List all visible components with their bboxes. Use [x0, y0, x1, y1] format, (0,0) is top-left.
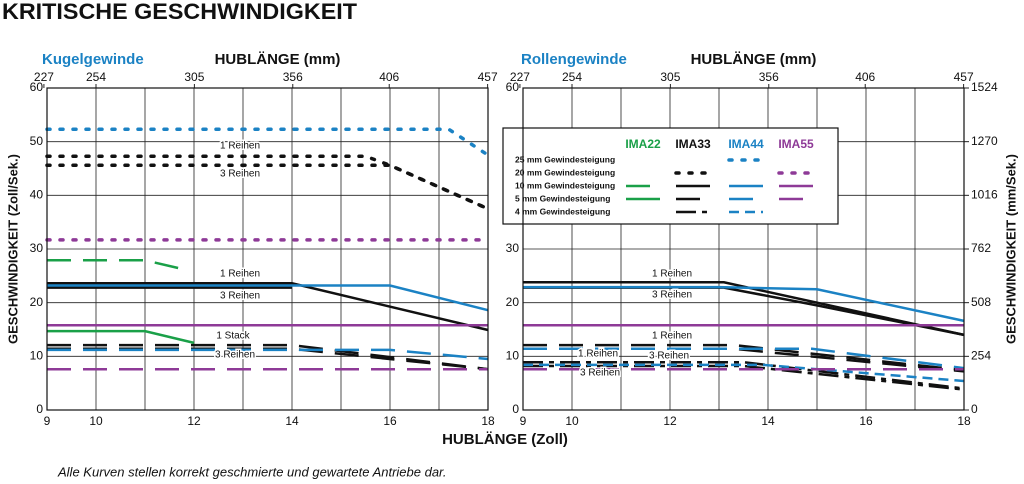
x2-tick-label: 254	[562, 70, 582, 84]
annotation: 1 Reihen	[220, 269, 260, 280]
x2-tick-label: 305	[184, 70, 204, 84]
series-line	[523, 363, 965, 383]
legend-header: IMA33	[675, 137, 711, 151]
x2-tick-label: 227	[34, 70, 54, 84]
footnote: Alle Kurven stellen korrekt geschmierte …	[57, 464, 447, 479]
x2-tick-label: 356	[759, 70, 779, 84]
x2-tick-label: 305	[660, 70, 680, 84]
x-tick-label: 12	[663, 414, 677, 428]
y-tick-label: 20	[506, 295, 520, 309]
series-line	[523, 347, 965, 370]
y2-tick-label: 1270	[971, 134, 998, 148]
x-tick-label: 10	[89, 414, 103, 428]
y2-axis-title: GESCHWINDIGKEIT (mm/Sek.)	[1003, 154, 1018, 344]
y-tick-label: 10	[506, 349, 520, 363]
x2-tick-label: 254	[86, 70, 106, 84]
series-line	[523, 285, 965, 323]
x2-tick-label: 457	[478, 70, 498, 84]
y-tick-label: 30	[30, 241, 44, 255]
x-tick-label: 18	[481, 414, 495, 428]
y-tick-label: 10	[30, 349, 44, 363]
series-line	[45, 163, 490, 211]
annotation: 3 Reihen	[652, 290, 692, 301]
chart-subtitle: Kugelgewinde	[42, 51, 144, 68]
annotation: 1 Reihen	[578, 349, 618, 360]
legend-label: 4 mm Gewindesteigung	[515, 206, 610, 216]
legend-label: 25 mm Gewindesteigung	[515, 154, 615, 164]
legend-header: IMA44	[728, 137, 764, 151]
annotation: 3 Reihen	[220, 169, 260, 180]
y2-tick-label: 254	[971, 349, 991, 363]
legend-label: 20 mm Gewindesteigung	[515, 167, 615, 177]
x2-tick-label: 356	[283, 70, 303, 84]
x-tick-label: 14	[761, 414, 775, 428]
series-line	[47, 329, 195, 345]
plot-frame	[522, 87, 965, 411]
x-tick-label: 16	[859, 414, 873, 428]
x2-tick-label: 406	[855, 70, 875, 84]
x2-tick-label: 406	[379, 70, 399, 84]
y-tick-label: 0	[512, 402, 519, 416]
series-line	[523, 343, 965, 372]
y2-tick-label: 508	[971, 295, 991, 309]
y-tick-label: 60	[506, 80, 520, 94]
series-line	[47, 284, 489, 312]
annotation: 3 Reihen	[649, 351, 689, 362]
y-tick-label: 30	[506, 241, 520, 255]
x-axis-title: HUBLÄNGE (Zoll)	[442, 431, 568, 448]
x-tick-label: 16	[383, 414, 397, 428]
legend-header: IMA22	[625, 137, 661, 151]
annotation: 1 Reihen	[652, 269, 692, 280]
annotation: 3 Reihen	[215, 350, 255, 361]
y-tick-label: 50	[30, 134, 44, 148]
series-line	[45, 127, 490, 157]
annotation: 3 Reihen	[580, 368, 620, 379]
legend-label: 10 mm Gewindesteigung	[515, 180, 615, 190]
annotation: 1 Reihen	[652, 331, 692, 342]
legend-label: 5 mm Gewindesteigung	[515, 193, 610, 203]
y-tick-label: 20	[30, 295, 44, 309]
y2-tick-label: 762	[971, 241, 991, 255]
y2-tick-label: 0	[971, 402, 978, 416]
series-line	[47, 348, 489, 361]
x-tick-label: 12	[187, 414, 201, 428]
series-line	[45, 154, 490, 211]
plot-frame	[46, 87, 489, 411]
series-line	[523, 347, 965, 373]
annotation: 1 Stack	[216, 331, 250, 342]
series-line	[523, 281, 965, 337]
annotation: 3 Reihen	[220, 291, 260, 302]
y2-tick-label: 1524	[971, 80, 998, 94]
series-line	[47, 282, 489, 332]
page-title: KRITISCHE GESCHWINDIGKEIT	[2, 0, 358, 24]
x2-tick-label: 457	[954, 70, 974, 84]
y-axis-title: GESCHWINDIGKEIT (Zoll/Sek.)	[5, 154, 20, 344]
x2-tick-label: 227	[510, 70, 530, 84]
chart-subtitle: Rollengewinde	[521, 51, 627, 68]
x-tick-label: 18	[957, 414, 971, 428]
y-tick-label: 40	[30, 188, 44, 202]
y-tick-label: 60	[30, 80, 44, 94]
y-tick-label: 0	[36, 402, 43, 416]
y2-tick-label: 1016	[971, 188, 998, 202]
x2-axis-title: HUBLÄNGE (mm)	[691, 51, 817, 68]
x2-axis-title: HUBLÄNGE (mm)	[215, 51, 341, 68]
x-tick-label: 10	[565, 414, 579, 428]
x-tick-label: 9	[520, 414, 527, 428]
annotation: 1 Reihen	[220, 141, 260, 152]
x-tick-label: 9	[44, 414, 51, 428]
legend-box	[502, 127, 839, 225]
x-tick-label: 14	[285, 414, 299, 428]
legend-header: IMA55	[778, 137, 814, 151]
series-line	[47, 259, 180, 270]
